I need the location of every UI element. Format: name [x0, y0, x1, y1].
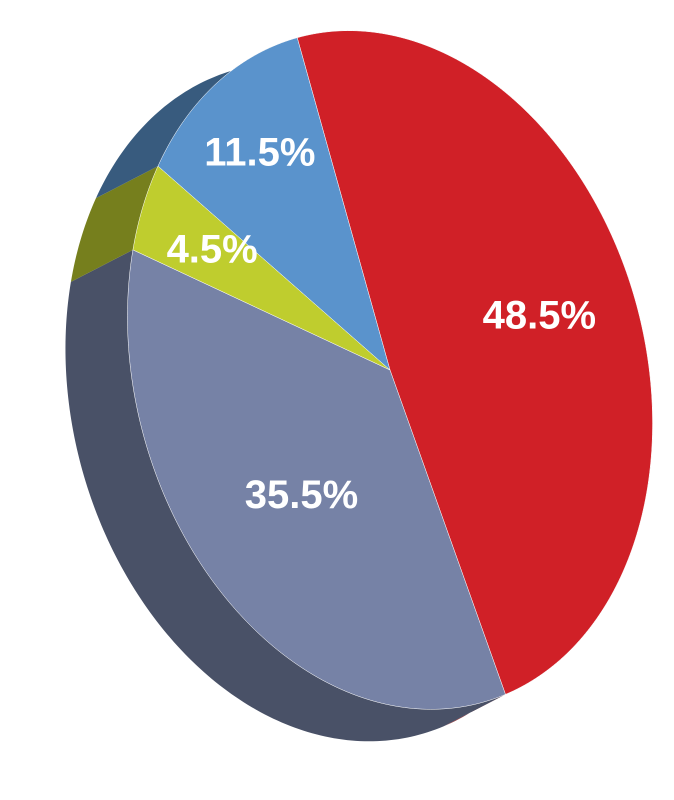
- slice: [132, 165, 391, 371]
- data-label: 11.5%: [204, 131, 315, 175]
- slice-side: [65, 249, 506, 742]
- slice-side: [70, 166, 158, 282]
- data-label: 4.5%: [167, 228, 258, 272]
- slice-side: [95, 37, 298, 199]
- data-label: 48.5%: [483, 293, 596, 337]
- data-label: 35.5%: [245, 473, 358, 517]
- slice: [157, 37, 391, 371]
- slice: [127, 249, 506, 710]
- slice: [296, 30, 653, 695]
